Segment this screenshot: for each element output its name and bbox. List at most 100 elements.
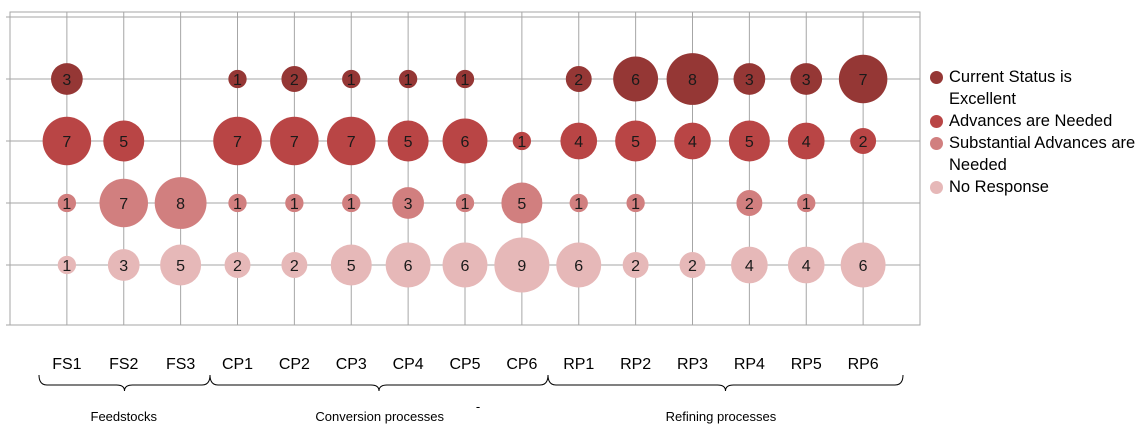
bubble-value-label: 1 [461,196,470,213]
bubble [728,120,770,162]
bubble [42,116,92,166]
bubble-value-label: 3 [802,72,811,89]
x-tick-label: RP1 [563,356,594,373]
bubble-value-label: 6 [404,258,413,275]
bubble-value-label: 5 [745,134,754,151]
bubble [326,116,376,166]
bubble-value-label: 7 [290,134,299,151]
legend-swatch [930,181,943,194]
bubble-value-label: 5 [631,134,640,151]
bubble-value-label: 2 [631,258,640,275]
bubble [790,63,823,95]
bubble [494,237,550,293]
bubble-value-label: 7 [859,72,868,89]
bubble [392,187,425,219]
bubble-value-label: 1 [461,72,470,89]
bubble [622,252,649,278]
group-bracket [547,374,904,392]
bubble [838,54,888,104]
stray-mark: - [476,399,480,414]
bubble [850,128,877,154]
bubble [560,122,598,160]
bubble-value-label: 6 [859,258,868,275]
bubble-value-label: 7 [62,134,71,151]
bubble [160,244,202,286]
bubble [674,122,711,160]
bubble [512,131,532,151]
bubble-value-label: 7 [119,196,128,213]
legend-label: No Response [949,178,1049,196]
bubble [731,246,768,284]
bubble-value-label: 5 [347,258,356,275]
bubble [733,63,766,95]
bubble [103,120,145,162]
legend-swatch [930,115,943,128]
bubble [615,120,657,162]
bubble-value-label: 6 [461,134,470,151]
bubble [736,190,763,216]
legend-swatch [930,137,943,150]
x-tick-label: RP3 [677,356,708,373]
legend-item-no-response: No Response [930,176,1140,198]
bubble-value-label: 2 [859,134,868,151]
x-tick-label: CP3 [336,356,367,373]
bubble-value-label: 3 [404,196,413,213]
bubble-value-label: 1 [347,196,356,213]
bubble [342,193,361,213]
bubble [285,193,304,213]
bubble-value-label: 1 [62,196,71,213]
x-tick-label: RP4 [734,356,765,373]
bubble-value-label: 4 [802,258,811,275]
bubble-value-label: 7 [233,134,242,151]
x-tick-label: CP1 [222,356,253,373]
bubble-value-label: 5 [404,134,413,151]
bubble-layer: 3 1 2 1 1 1 2 6 8 3 3 7 7 5 7 7 7 5 6 1 4 5 4 5 4 2 1 7 8 1 1 1 3 1 5 1 1 2 1 1… [42,53,888,293]
bubble [281,66,308,92]
bubble [666,53,719,105]
bubble-value-label: 1 [631,196,640,213]
bubble-value-label: 3 [119,258,128,275]
bubble-value-label: 2 [574,72,583,89]
x-tick-label: RP6 [848,356,879,373]
bubble-value-label: 4 [745,258,754,275]
bubble [224,252,251,278]
bubble [442,118,488,164]
bubble [50,63,83,95]
x-tick-label: FS3 [166,356,195,373]
bubble [556,242,602,288]
bubble [228,193,247,213]
group-bracket [38,374,211,392]
x-tick-label: RP5 [791,356,822,373]
bubble-value-label: 2 [290,258,299,275]
x-tick-label: FS2 [109,356,138,373]
bubble [57,255,77,275]
bubble-value-label: 2 [688,258,697,275]
bubble [840,242,886,288]
bubble [342,69,361,89]
legend-item-substantial: Substantial Advances are Needed [930,132,1140,176]
bubble-value-label: 1 [233,72,242,89]
bubble-value-label: 1 [404,72,413,89]
bubble [228,69,247,89]
bubble-value-label: 1 [62,258,71,275]
bubble [455,193,475,213]
bubble [57,193,77,213]
bubble-value-label: 1 [802,196,811,213]
bubble [107,249,140,281]
bubble [565,66,592,92]
bubble [679,252,706,278]
bubble [398,69,418,89]
bubble [442,242,488,288]
bubble-value-label: 5 [176,258,185,275]
bubble-value-label: 7 [347,134,356,151]
bubble-value-label: 1 [574,196,583,213]
bubble-value-label: 4 [574,134,583,151]
bubble [281,252,308,278]
bubble-value-label: 1 [233,196,242,213]
bubble [330,244,372,286]
bubble [787,122,825,160]
legend-swatch [930,71,943,84]
x-tick-label: CP2 [279,356,310,373]
group-brackets: Feedstocks Conversion processes Refining p… [38,374,904,424]
x-tick-labels: FS1 FS2 FS3 CP1 CP2 CP3 CP4 CP5 CP6 RP1 RP2 RP3 RP4 R… [52,356,879,373]
